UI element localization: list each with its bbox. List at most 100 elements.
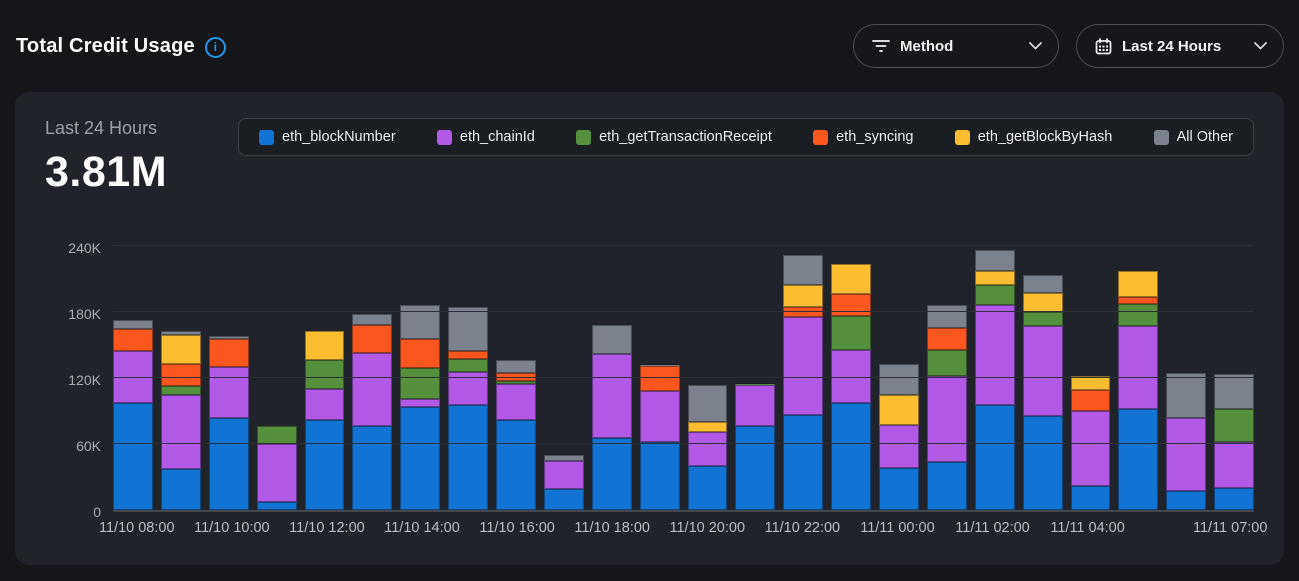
bar-segment-eth_getblockbyhash[interactable] [1118, 271, 1159, 297]
bar-segment-eth_blocknumber[interactable] [352, 426, 393, 510]
bar-segment-eth_syncing[interactable] [448, 351, 488, 359]
bar-segment-eth_chainid[interactable] [735, 385, 776, 426]
bar-segment-eth_blocknumber[interactable] [1118, 409, 1159, 510]
bar-segment-eth_syncing[interactable] [831, 294, 871, 316]
method-filter-dropdown[interactable]: Method [853, 24, 1059, 68]
bar-segment-eth_gettransactionreceipt[interactable] [448, 359, 488, 372]
bar-segment-eth_chainid[interactable] [879, 425, 919, 468]
bar-segment-eth_blocknumber[interactable] [448, 405, 488, 510]
bar-segment-eth_getblockbyhash[interactable] [1022, 293, 1063, 312]
bar-segment-eth_chainid[interactable] [926, 376, 967, 462]
bar-segment-eth_chainid[interactable] [591, 354, 632, 438]
bar-segment-eth_syncing[interactable] [352, 325, 393, 353]
bar-segment-eth_blocknumber[interactable] [687, 466, 728, 510]
bar-segment-eth_blocknumber[interactable] [208, 418, 249, 510]
bar-segment-eth_chainid[interactable] [1070, 411, 1111, 486]
bar-segment-eth_chainid[interactable] [208, 367, 249, 418]
bar-segment-eth_blocknumber[interactable] [160, 469, 201, 510]
bar-segment-eth_chainid[interactable] [352, 353, 393, 426]
bar-segment-all-other[interactable] [639, 365, 680, 366]
bar-segment-eth_chainid[interactable] [1022, 326, 1063, 416]
bar-segment-eth_chainid[interactable] [831, 350, 871, 403]
bar-segment-eth_blocknumber[interactable] [974, 405, 1015, 510]
bar-segment-eth_chainid[interactable] [687, 432, 728, 466]
bar-segment-eth_syncing[interactable] [926, 328, 967, 350]
bar-segment-eth_chainid[interactable] [304, 389, 345, 420]
bar-segment-all-other[interactable] [113, 320, 153, 329]
bar-segment-all-other[interactable] [160, 331, 201, 335]
bar-segment-eth_getblockbyhash[interactable] [687, 422, 728, 432]
bar-segment-all-other[interactable] [591, 325, 632, 354]
bar-segment-eth_blocknumber[interactable] [735, 426, 776, 510]
bar-segment-eth_gettransactionreceipt[interactable] [1022, 312, 1063, 326]
bar-segment-eth_getblockbyhash[interactable] [974, 271, 1015, 285]
bar-segment-all-other[interactable] [208, 336, 249, 339]
bar-segment-all-other[interactable] [543, 455, 584, 461]
bar-segment-eth_blocknumber[interactable] [113, 403, 153, 510]
bar-segment-all-other[interactable] [352, 314, 393, 325]
bar-segment-eth_gettransactionreceipt[interactable] [831, 316, 871, 350]
bar-segment-eth_chainid[interactable] [974, 305, 1015, 405]
legend-item-eth_chainid[interactable]: eth_chainId [436, 129, 535, 145]
bar-segment-eth_blocknumber[interactable] [304, 420, 345, 510]
bar-segment-eth_getblockbyhash[interactable] [783, 285, 824, 307]
bar-segment-eth_chainid[interactable] [1214, 442, 1254, 488]
bar-segment-eth_blocknumber[interactable] [256, 502, 297, 510]
bar-segment-eth_gettransactionreceipt[interactable] [400, 368, 441, 399]
bar-segment-eth_chainid[interactable] [1118, 326, 1159, 409]
bar-segment-eth_blocknumber[interactable] [591, 438, 632, 510]
bar-segment-all-other[interactable] [687, 385, 728, 422]
legend-item-eth_syncing[interactable]: eth_syncing [813, 129, 914, 145]
bar-segment-all-other[interactable] [1214, 374, 1254, 409]
bar-segment-eth_blocknumber[interactable] [879, 468, 919, 510]
legend-item-eth_blocknumber[interactable]: eth_blockNumber [259, 129, 396, 145]
bar-segment-eth_syncing[interactable] [783, 307, 824, 317]
bar-segment-eth_blocknumber[interactable] [1166, 491, 1207, 510]
legend-item-all-other[interactable]: All Other [1153, 129, 1233, 145]
bar-segment-eth_gettransactionreceipt[interactable] [160, 386, 201, 395]
bar-segment-all-other[interactable] [974, 250, 1015, 271]
bar-segment-eth_blocknumber[interactable] [1022, 416, 1063, 510]
bar-segment-eth_gettransactionreceipt[interactable] [735, 384, 776, 385]
bar-segment-eth_gettransactionreceipt[interactable] [496, 381, 536, 384]
bar-segment-eth_blocknumber[interactable] [1070, 486, 1111, 510]
legend-item-eth_gettransactionreceipt[interactable]: eth_getTransactionReceipt [576, 129, 772, 145]
bar-segment-eth_syncing[interactable] [639, 366, 680, 391]
bar-segment-eth_blocknumber[interactable] [926, 462, 967, 510]
bar-segment-eth_syncing[interactable] [113, 329, 153, 351]
bar-segment-all-other[interactable] [496, 360, 536, 373]
bar-segment-eth_syncing[interactable] [160, 364, 201, 386]
bar-segment-eth_blocknumber[interactable] [831, 403, 871, 510]
bar-segment-eth_syncing[interactable] [1118, 297, 1159, 304]
bar-segment-eth_chainid[interactable] [496, 384, 536, 420]
bar-segment-eth_blocknumber[interactable] [1214, 488, 1254, 510]
bar-segment-eth_gettransactionreceipt[interactable] [926, 350, 967, 376]
bar-segment-eth_syncing[interactable] [1070, 390, 1111, 411]
bar-segment-eth_blocknumber[interactable] [543, 489, 584, 510]
bar-segment-all-other[interactable] [1166, 373, 1207, 418]
bar-segment-all-other[interactable] [783, 255, 824, 285]
bar-segment-eth_syncing[interactable] [400, 339, 441, 368]
bar-segment-eth_getblockbyhash[interactable] [304, 331, 345, 360]
bar-segment-eth_chainid[interactable] [639, 391, 680, 442]
bar-segment-all-other[interactable] [448, 307, 488, 351]
bar-segment-eth_blocknumber[interactable] [400, 407, 441, 510]
bar-segment-eth_syncing[interactable] [208, 339, 249, 367]
bar-segment-all-other[interactable] [926, 305, 967, 328]
time-range-dropdown[interactable]: Last 24 Hours [1076, 24, 1284, 68]
bar-segment-all-other[interactable] [400, 305, 441, 339]
bar-segment-eth_gettransactionreceipt[interactable] [256, 426, 297, 444]
bar-segment-eth_getblockbyhash[interactable] [1070, 376, 1111, 390]
bar-segment-eth_chainid[interactable] [400, 399, 441, 407]
bar-segment-eth_getblockbyhash[interactable] [160, 335, 201, 364]
bar-segment-eth_gettransactionreceipt[interactable] [304, 360, 345, 389]
bar-segment-eth_gettransactionreceipt[interactable] [974, 285, 1015, 305]
bar-segment-eth_getblockbyhash[interactable] [831, 264, 871, 294]
info-icon[interactable]: i [204, 36, 226, 58]
bar-segment-eth_gettransactionreceipt[interactable] [1118, 304, 1159, 326]
legend-item-eth_getblockbyhash[interactable]: eth_getBlockByHash [954, 129, 1112, 145]
bar-segment-eth_chainid[interactable] [543, 461, 584, 489]
bar-segment-eth_blocknumber[interactable] [639, 442, 680, 510]
bar-segment-eth_blocknumber[interactable] [783, 415, 824, 510]
bar-segment-eth_chainid[interactable] [1166, 418, 1207, 491]
